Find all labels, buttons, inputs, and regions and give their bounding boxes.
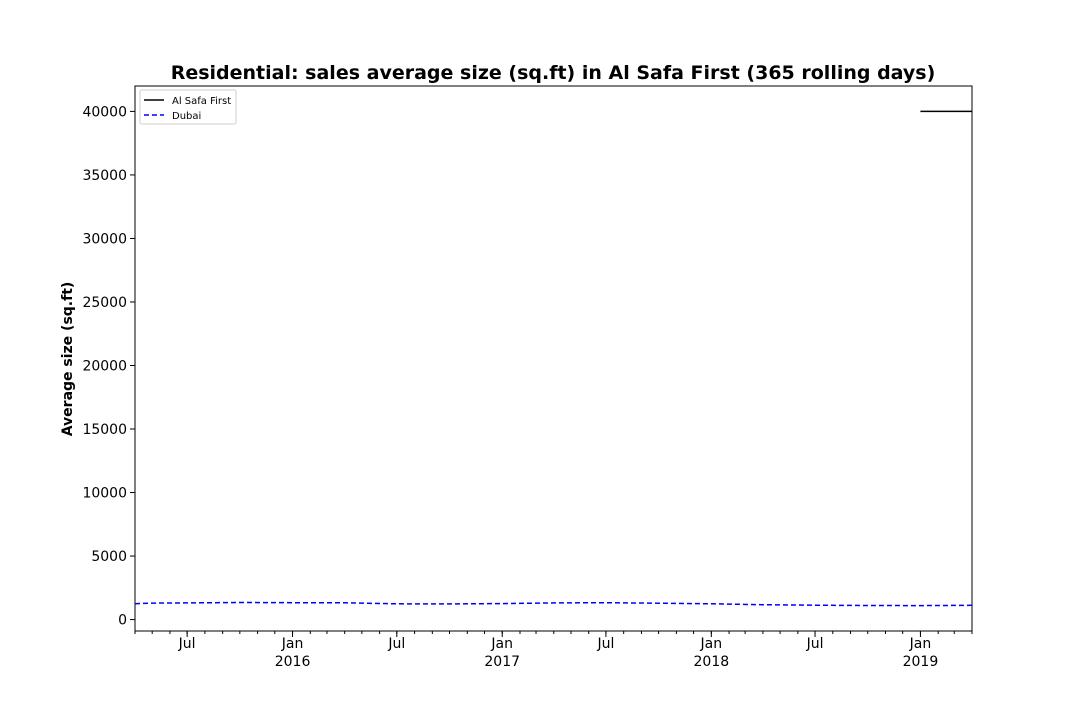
- plot-area: 0 5000 10000 15000 20000 25000 30000 35000 40000…: [82, 85, 973, 670]
- x-tick-label: Jan: [490, 636, 513, 652]
- y-axis-label: Average size (sq.ft): [60, 282, 76, 437]
- y-tick-label: 35000: [82, 168, 127, 184]
- y-tick-label: 10000: [82, 486, 127, 502]
- x-tick-label: Jul: [178, 636, 196, 652]
- y-tick-label: 5000: [91, 549, 127, 565]
- legend: Al Safa First Dubai: [139, 89, 237, 125]
- x-tick-label: Jul: [806, 636, 824, 652]
- x-tick-year-label: 2018: [694, 654, 730, 670]
- x-tick-year-label: 2019: [903, 654, 939, 670]
- legend-label: Dubai: [172, 111, 201, 122]
- legend-label: Al Safa First: [172, 96, 231, 107]
- y-tick-label: 20000: [82, 358, 127, 374]
- y-tick-label: 30000: [82, 231, 127, 247]
- x-tick-label: Jan: [281, 636, 304, 652]
- y-tick-label: 40000: [82, 104, 127, 120]
- y-tick-label: 0: [118, 613, 127, 629]
- x-tick-year-label: 2016: [275, 654, 311, 670]
- y-tick-label: 25000: [82, 295, 127, 311]
- chart-title: Residential: sales average size (sq.ft) …: [171, 62, 936, 84]
- x-tick-label: Jul: [387, 636, 405, 652]
- x-tick-year-label: 2017: [484, 654, 520, 670]
- x-tick-label: Jan: [909, 636, 932, 652]
- plot-frame: [134, 85, 973, 632]
- series-line-dubai: [134, 601, 973, 607]
- y-tick-label: 15000: [82, 422, 127, 438]
- x-tick-label: Jul: [596, 636, 614, 652]
- x-tick-label: Jan: [700, 636, 723, 652]
